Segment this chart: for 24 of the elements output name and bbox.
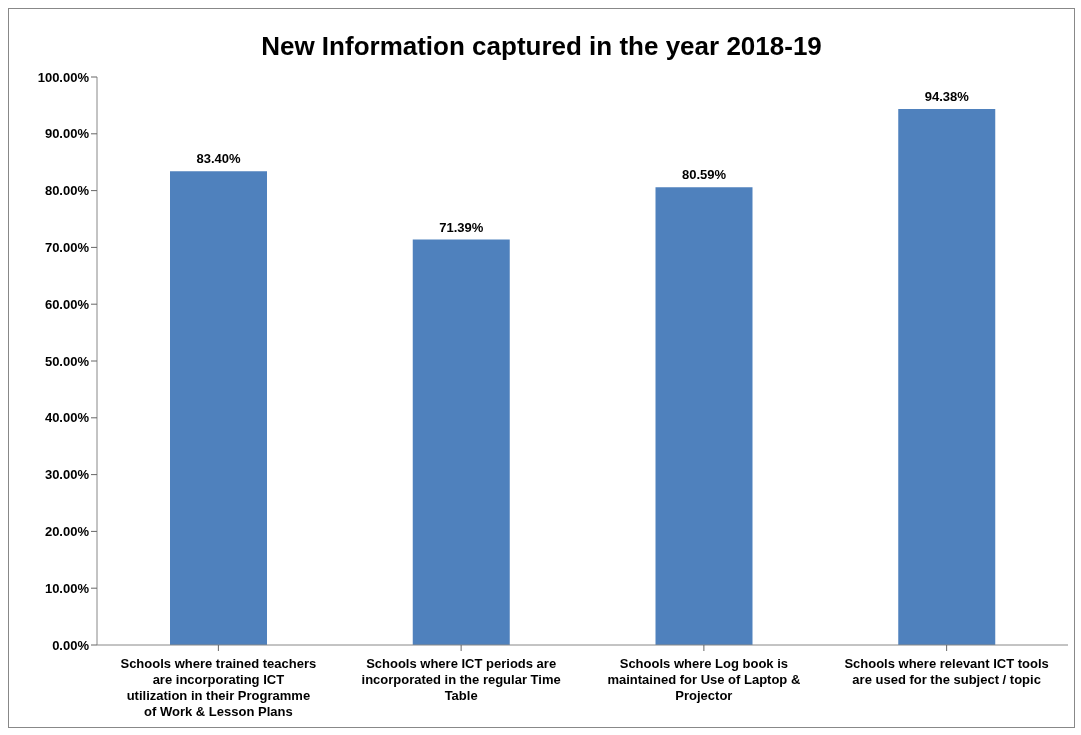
x-tick-label: Schools where Log book is maintained for Use of Laptop & Projector: [607, 656, 801, 703]
bar: [898, 108, 996, 645]
y-tick-label: 10.00%: [44, 580, 90, 596]
y-tick-label: 80.00%: [44, 183, 90, 199]
bar: [412, 239, 510, 645]
y-tick-label: 30.00%: [44, 467, 90, 483]
y-tick-label: 60.00%: [44, 296, 90, 312]
y-tick-label: 40.00%: [44, 410, 90, 426]
bar: [655, 187, 753, 645]
x-tick-label: Schools where ICT periods are incorporated in the regular Time Table: [361, 656, 561, 703]
y-tick-label: 20.00%: [44, 524, 90, 540]
x-tick-label: Schools where relevant ICT tools are used for the subject / topic: [844, 656, 1049, 687]
bar: [170, 171, 267, 645]
y-tick-label: 100.00%: [37, 69, 90, 85]
chart-title: New Information captured in the year 2018-19: [260, 31, 823, 63]
data-label: 80.59%: [681, 167, 727, 183]
data-label: 71.39%: [439, 219, 484, 235]
y-tick-label: 50.00%: [44, 353, 90, 369]
data-label: 94.38%: [924, 88, 970, 104]
x-tick-label: Schools where trained teachers are incorporating ICT utilization in their Programme of Work & Lesson Plans: [120, 656, 317, 719]
y-tick-label: 70.00%: [44, 240, 90, 256]
y-tick-label: 0.00%: [52, 637, 90, 653]
y-tick-label: 90.00%: [44, 126, 90, 142]
data-label: 83.40%: [196, 151, 241, 167]
